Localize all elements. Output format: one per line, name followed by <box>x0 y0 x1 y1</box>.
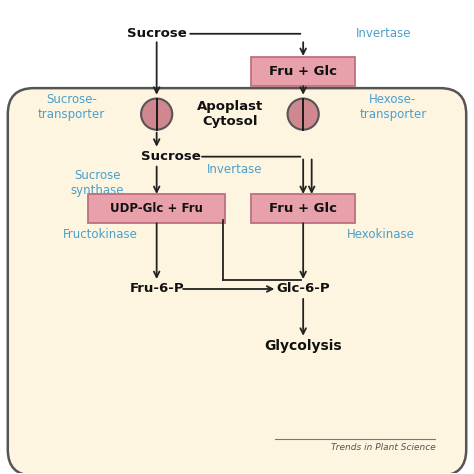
FancyBboxPatch shape <box>88 194 225 223</box>
Text: Apoplast
Cytosol: Apoplast Cytosol <box>197 100 263 128</box>
Text: Fru + Glc: Fru + Glc <box>269 65 337 78</box>
Text: Fru-6-P: Fru-6-P <box>129 283 184 295</box>
Text: Sucrose: Sucrose <box>141 150 201 163</box>
Circle shape <box>288 99 319 130</box>
Text: Sucrose-
transporter: Sucrose- transporter <box>38 93 105 121</box>
Text: Sucrose: Sucrose <box>127 27 187 40</box>
FancyBboxPatch shape <box>251 57 355 86</box>
Text: Trends in Plant Science: Trends in Plant Science <box>331 443 436 452</box>
Text: Fructokinase: Fructokinase <box>63 228 137 241</box>
Text: Invertase: Invertase <box>207 164 263 176</box>
FancyBboxPatch shape <box>251 194 355 223</box>
Text: Fru + Glc: Fru + Glc <box>269 202 337 215</box>
Text: Hexose-
transporter: Hexose- transporter <box>359 93 427 121</box>
Text: Sucrose
synthase: Sucrose synthase <box>71 169 124 197</box>
Text: Hexokinase: Hexokinase <box>347 228 415 241</box>
Text: UDP-Glc + Fru: UDP-Glc + Fru <box>110 202 203 215</box>
Text: Invertase: Invertase <box>356 27 411 40</box>
Text: Glycolysis: Glycolysis <box>264 339 342 353</box>
FancyBboxPatch shape <box>8 88 466 474</box>
Text: Glc-6-P: Glc-6-P <box>276 283 330 295</box>
Circle shape <box>141 99 172 130</box>
